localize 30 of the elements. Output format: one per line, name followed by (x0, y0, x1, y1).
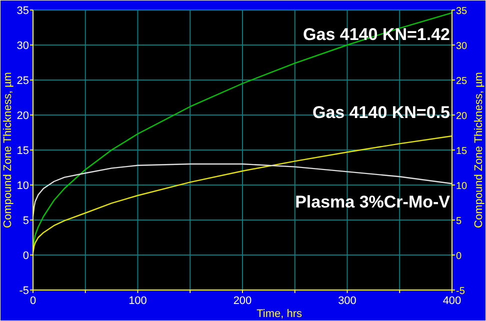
x-tick-label: 300 (338, 295, 356, 307)
series-label: Gas 4140 KN=0.5 (312, 103, 450, 122)
y2-tick-label: 30 (456, 41, 468, 52)
y2-axis-title: Compound Zone Thickness, µm (473, 72, 485, 228)
y2-tick-label: 35 (456, 6, 468, 17)
y-tick-label: 20 (16, 110, 29, 122)
y2-tick-label: 10 (456, 181, 468, 192)
y-axis-title: Compound Zone Thickness, µm (2, 72, 14, 228)
y2-tick-label: 5 (456, 216, 462, 227)
line-series (32, 135, 453, 254)
y-tick-label: 25 (16, 75, 29, 87)
y-tick-label: 35 (16, 5, 29, 17)
y2-tick-label: 20 (456, 111, 468, 122)
y2-tick-label: 0 (456, 251, 462, 262)
x-tick-label: 400 (442, 295, 462, 307)
series-label: Plasma 3%Cr-Mo-V (295, 192, 451, 212)
y2-tick-label: -5 (456, 286, 466, 297)
x-tick-label: 100 (128, 295, 147, 307)
y-tick-label: -5 (19, 285, 29, 297)
y2-tick-label: 15 (456, 146, 468, 157)
series-label: Gas 4140 KN=1.42 (303, 24, 450, 44)
line-series (32, 163, 453, 218)
y-tick-label: 30 (16, 40, 29, 52)
x-tick-label: 200 (233, 295, 252, 307)
y-tick-label: 10 (16, 180, 29, 192)
y2-tick-label: 25 (456, 76, 468, 87)
y-tick-label: 0 (22, 250, 29, 262)
y-tick-label: 5 (22, 215, 29, 227)
x-axis-title: Time, hrs (256, 308, 302, 320)
y-tick-label: 15 (16, 145, 29, 157)
